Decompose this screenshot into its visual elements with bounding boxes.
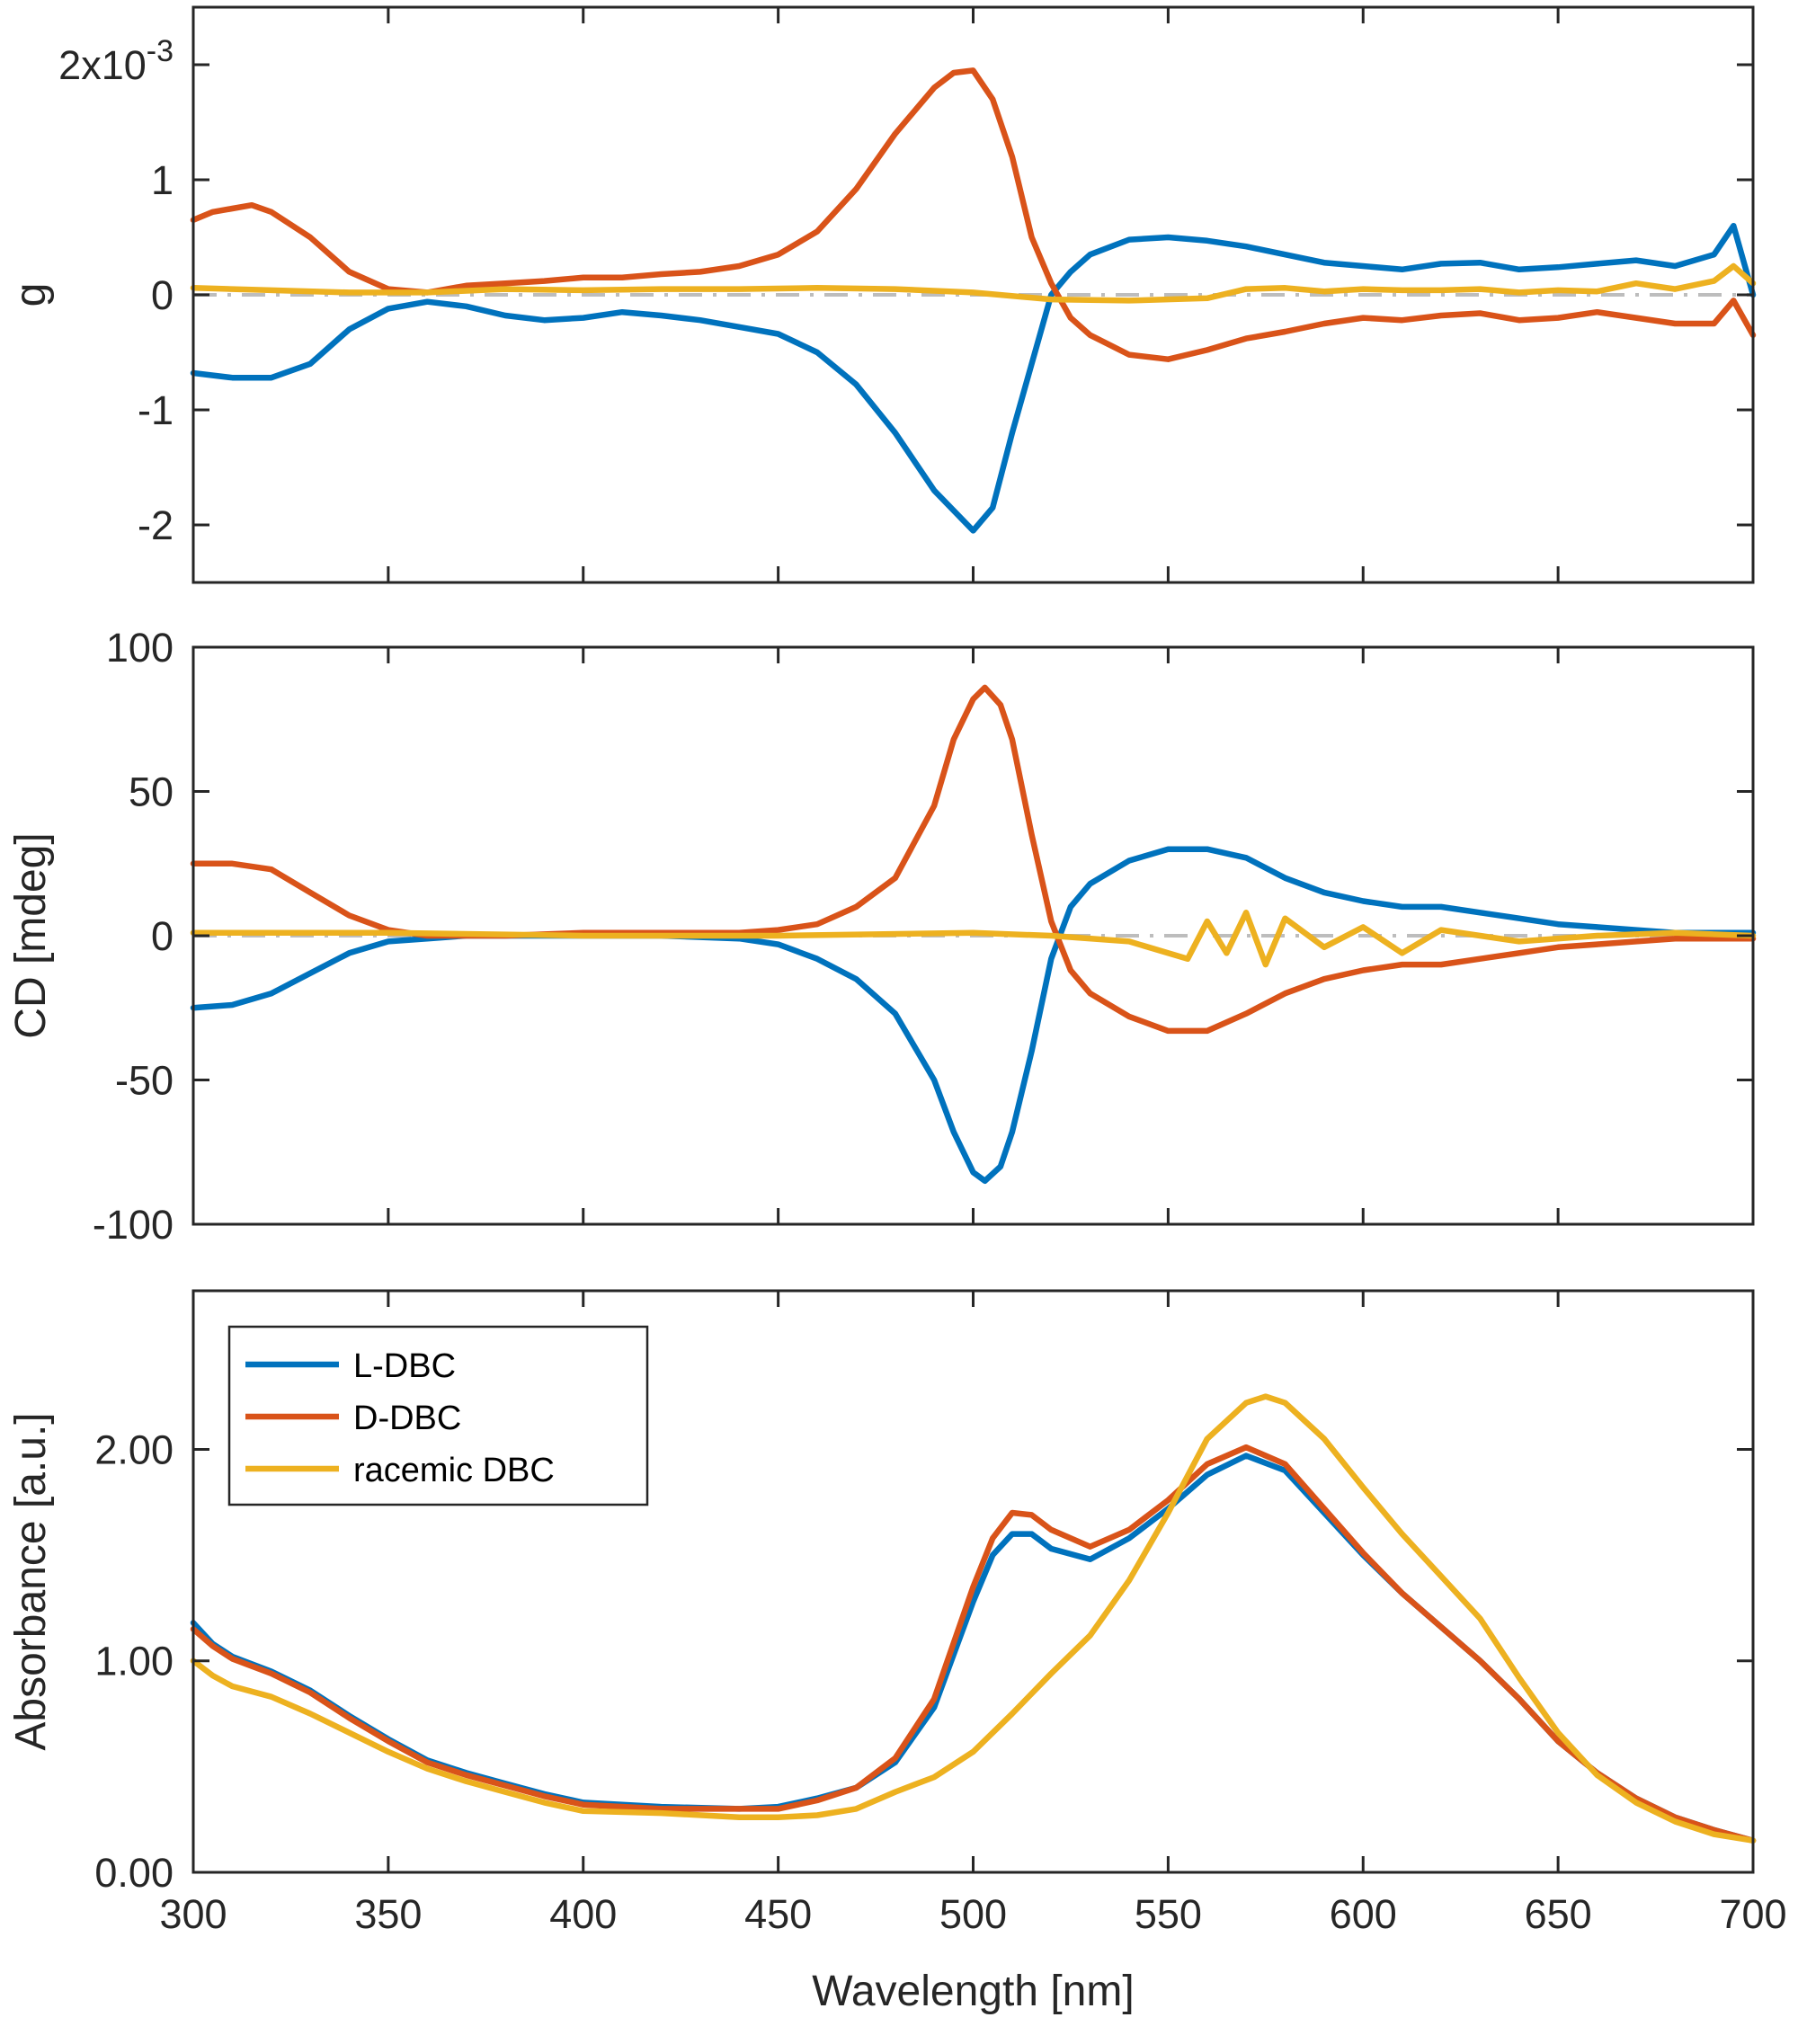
y-tick-label: -2 (138, 502, 174, 548)
x-tick-label: 500 (939, 1891, 1007, 1937)
y-tick-label: 50 (129, 769, 174, 815)
panel-top: -2 -1 0 1 2x10-3 g (7, 5, 1757, 584)
series-line-l-dbc (190, 222, 1757, 534)
legend: L-DBC D-DBC racemic DBC (227, 1325, 649, 1506)
y-axis-label: Absorbance [a.u.] (7, 1412, 55, 1750)
y-tick-label: 0 (151, 913, 174, 959)
panels: -2 -1 0 1 2x10-3 g -100 -50 0 50 100 CD [mdeg] 0.00 1… (7, 5, 1787, 2015)
y-tick-label: -1 (138, 387, 174, 433)
x-tick-label: 600 (1330, 1891, 1397, 1937)
x-axis-label: Wavelength [nm] (812, 1968, 1134, 2015)
y-tick-label: 0 (151, 272, 174, 318)
y-tick-label-exponent: 2x10-3 (58, 34, 174, 88)
panel-middle: -100 -50 0 50 100 CD [mdeg] (7, 625, 1757, 1248)
y-tick-label: 0.00 (94, 1850, 174, 1896)
legend-label: L-DBC (353, 1347, 456, 1385)
series-line-l-dbc (190, 1453, 1757, 1844)
series-line-d-dbc (190, 67, 1757, 362)
series-line-racemic-dbc (190, 1393, 1757, 1844)
series-line-racemic-dbc (190, 910, 1757, 968)
x-tick-label: 450 (744, 1891, 812, 1937)
panel-bottom: 0.00 1.00 2.00 Absorbance [a.u.] 300 350 400 45… (7, 1289, 1787, 2015)
y-tick-label: 1 (151, 157, 174, 203)
y-tick-label: 2.00 (94, 1426, 174, 1472)
y-tick-label: 1.00 (94, 1639, 174, 1684)
series-line-d-dbc (190, 684, 1757, 1035)
y-tick-label: -100 (93, 1202, 174, 1248)
x-tick-label: 550 (1135, 1891, 1202, 1937)
y-tick-label: 100 (106, 625, 174, 671)
x-tick-label: 350 (354, 1891, 422, 1937)
y-axis-label: CD [mdeg] (7, 832, 55, 1038)
x-tick-label: 300 (159, 1891, 227, 1937)
x-tick-label: 650 (1525, 1891, 1592, 1937)
x-tick-label: 700 (1719, 1891, 1786, 1937)
y-tick-label: -50 (115, 1058, 174, 1104)
legend-label: D-DBC (353, 1400, 461, 1437)
series-line-l-dbc (190, 846, 1757, 1185)
x-tick-label: 400 (549, 1891, 617, 1937)
legend-label: racemic DBC (353, 1452, 555, 1489)
y-axis-label: g (7, 283, 55, 307)
series-line-racemic-dbc (190, 262, 1757, 304)
series-line-d-dbc (190, 1444, 1757, 1844)
